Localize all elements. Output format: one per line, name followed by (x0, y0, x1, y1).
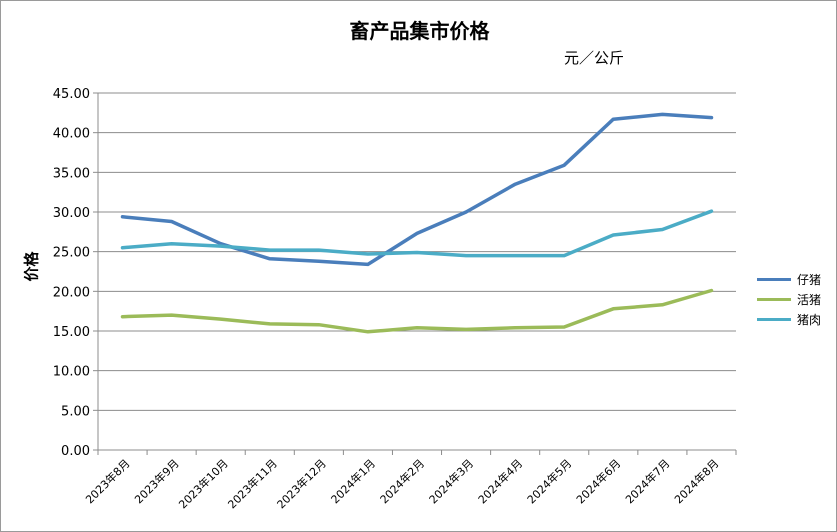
gridlines (93, 92, 736, 451)
legend: 仔猪 活猪 猪肉 (757, 269, 821, 329)
y-tick-label: 0.00 (61, 444, 90, 459)
x-tick-label: 2023年9月 (132, 456, 182, 506)
series-line-1 (120, 288, 714, 334)
x-tick-label: 2024年4月 (475, 456, 525, 506)
series-lines (120, 112, 714, 334)
chart-title: 畜产品集市价格 (349, 19, 490, 43)
x-tick-label: 2023年12月 (274, 456, 329, 511)
y-tick-label: 20.00 (53, 285, 90, 300)
y-tick-label: 40.00 (53, 127, 90, 142)
x-tick-label: 2024年7月 (622, 456, 672, 506)
x-tick-label: 2024年2月 (377, 456, 427, 506)
x-tick-label: 2024年5月 (524, 456, 574, 506)
x-tick-label: 2023年8月 (82, 456, 132, 506)
y-tick-labels: 0.00 5.00 10.00 15.00 20.00 25.00 30.00 35.00 40… (53, 87, 90, 459)
unit-label: 元／公斤 (564, 49, 625, 67)
x-tick-label: 2023年10月 (176, 456, 231, 511)
x-tick-label: 2024年8月 (671, 456, 721, 506)
axes (97, 93, 736, 451)
y-tick-label: 35.00 (53, 166, 90, 181)
x-tick-label: 2024年3月 (426, 456, 476, 506)
legend-item: 仔猪 (757, 269, 821, 289)
legend-label: 猪肉 (797, 312, 822, 327)
legend-label: 仔猪 (797, 272, 822, 287)
y-tick-label: 5.00 (61, 404, 90, 419)
series-line-0 (120, 112, 714, 267)
y-tick-label: 10.00 (53, 365, 90, 380)
legend-swatch (757, 277, 791, 281)
y-tick-label: 30.00 (53, 206, 90, 221)
legend-label: 活猪 (797, 292, 822, 307)
legend-item: 活猪 (757, 289, 821, 309)
series-line-2 (120, 209, 714, 258)
legend-swatch (757, 317, 791, 321)
legend-swatch (757, 297, 791, 301)
x-tick-label: 2024年6月 (573, 456, 623, 506)
y-tick-label: 15.00 (53, 325, 90, 340)
y-tick-label: 45.00 (53, 87, 90, 102)
x-tick-label: 2024年1月 (328, 456, 378, 506)
x-tick-label: 2023年11月 (225, 456, 280, 511)
y-tick-label: 25.00 (53, 246, 90, 261)
legend-item: 猪肉 (757, 309, 821, 329)
